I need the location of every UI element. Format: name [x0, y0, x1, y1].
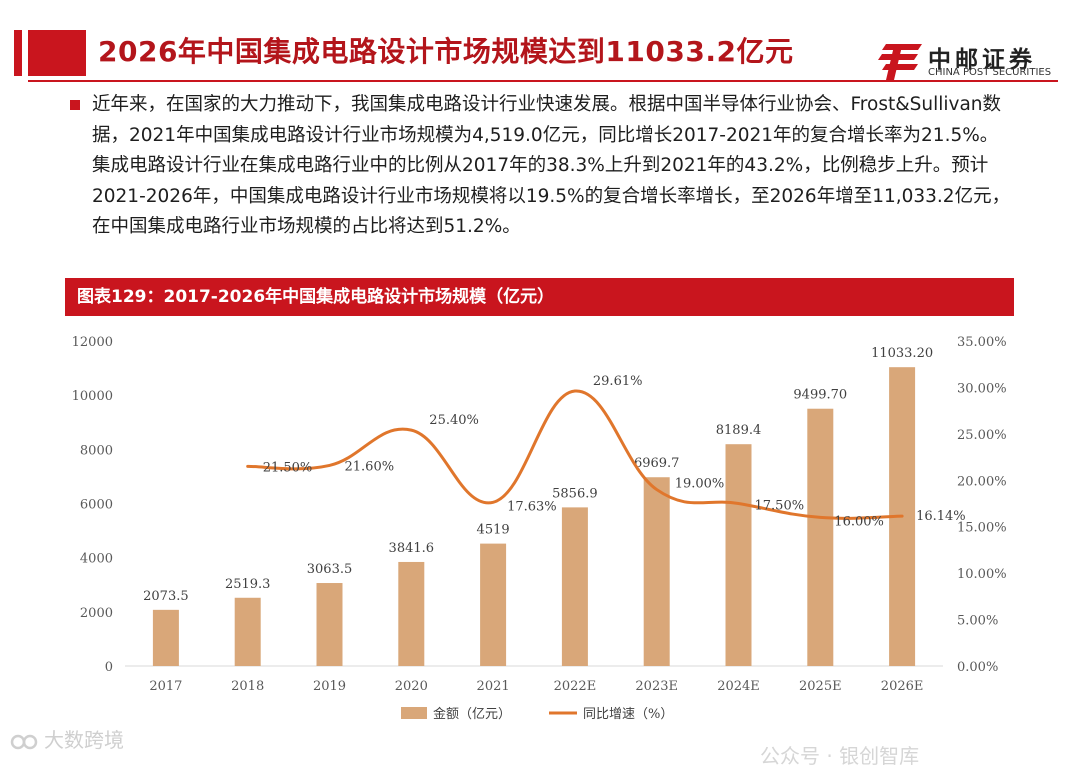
legend-bar-swatch: [401, 707, 427, 719]
bar-value-label: 6969.7: [634, 456, 680, 471]
y-left-tick-label: 8000: [80, 443, 113, 458]
logo-text-en: CHINA POST SECURITIES: [928, 67, 1052, 78]
bar-value-label: 4519: [477, 523, 510, 538]
x-tick-label: 2023E: [635, 679, 678, 694]
watermark-text: 大数跨境: [44, 728, 124, 752]
line-value-label: 17.50%: [755, 499, 805, 514]
bar-2025E: [807, 408, 834, 666]
bar-2022E: [561, 507, 588, 666]
bar-2023E: [643, 477, 670, 666]
line-value-label: 16.00%: [834, 514, 884, 529]
watermark-logo-icon: [10, 734, 38, 749]
bar-value-label: 2073.5: [143, 589, 189, 604]
line-value-label: 21.50%: [263, 460, 313, 475]
watermark: 大数跨境: [10, 724, 124, 753]
legend-bar-label: 金额（亿元）: [433, 706, 511, 722]
y-left-tick-label: 0: [105, 660, 113, 675]
bar-2019: [316, 583, 343, 666]
y-left-tick-label: 6000: [80, 498, 113, 513]
x-tick-label: 2020: [395, 679, 428, 694]
y-left-tick-label: 12000: [72, 335, 113, 350]
y-left-tick-label: 2000: [80, 606, 113, 621]
line-value-label: 17.63%: [507, 499, 557, 514]
growth-rate-line: [246, 389, 904, 520]
bar-value-label: 3841.6: [389, 541, 435, 556]
line-value-label: 16.14%: [916, 509, 966, 524]
bar-2017: [152, 609, 179, 666]
line-value-label: 29.61%: [593, 374, 643, 389]
x-tick-label: 2025E: [799, 679, 842, 694]
footer-watermark: 公众号 · 银创智库: [760, 744, 920, 768]
line-value-label: 21.60%: [345, 459, 395, 474]
china-post-logo-icon: [878, 44, 922, 80]
y-right-tick-label: 5.00%: [957, 614, 998, 629]
bar-2021: [480, 543, 507, 666]
x-tick-label: 2018: [231, 679, 264, 694]
bar-value-label: 8189.4: [716, 423, 762, 438]
y-right-tick-label: 10.00%: [957, 567, 1007, 582]
brand-logo: 中邮证券 CHINA POST SECURITIES: [878, 40, 1058, 84]
y-right-tick-label: 35.00%: [957, 335, 1007, 350]
y-left-tick-label: 4000: [80, 552, 113, 567]
title-accent-bar: [14, 30, 22, 76]
y-right-tick-label: 25.00%: [957, 428, 1007, 443]
bar-value-label: 11033.20: [871, 346, 933, 361]
x-tick-label: 2024E: [717, 679, 760, 694]
line-value-label: 19.00%: [675, 477, 725, 492]
bar-2020: [398, 561, 425, 666]
bar-2018: [234, 597, 261, 666]
bullet-square-icon: [70, 100, 80, 110]
line-value-label: 25.40%: [429, 413, 479, 428]
legend-line-label: 同比增速（%）: [583, 707, 673, 722]
y-right-tick-label: 20.00%: [957, 474, 1007, 489]
x-tick-label: 2026E: [881, 679, 924, 694]
y-right-tick-label: 0.00%: [957, 660, 998, 675]
chart-container: 0 2000 4000 6000 8000 10000 12000 0.00% 5.00% 10.…: [65, 318, 1014, 736]
x-tick-label: 2017: [149, 679, 182, 694]
bar-value-label: 2519.3: [225, 577, 271, 592]
title-accent-block: [28, 30, 86, 76]
market-size-chart: 0 2000 4000 6000 8000 10000 12000 0.00% 5.00% 10.…: [72, 335, 1007, 722]
body-paragraph: 近年来，在国家的大力推动下，我国集成电路设计行业快速发展。根据中国半导体行业协会…: [92, 94, 1011, 237]
title-divider: [28, 80, 1058, 82]
bar-value-label: 5856.9: [552, 486, 598, 501]
chart-header: 图表129：2017-2026年中国集成电路设计市场规模（亿元）: [65, 278, 1014, 316]
bar-value-label: 3063.5: [307, 562, 353, 577]
x-tick-label: 2021: [477, 679, 510, 694]
page-title: 2026年中国集成电路设计市场规模达到11033.2亿元: [98, 35, 794, 68]
y-right-tick-label: 30.00%: [957, 381, 1007, 396]
x-tick-label: 2022E: [554, 679, 597, 694]
y-right-tick-label: 15.00%: [957, 521, 1007, 536]
bar-2024E: [725, 444, 752, 666]
logo-text-cn: 中邮证券: [928, 47, 1036, 73]
x-tick-label: 2019: [313, 679, 346, 694]
y-left-tick-label: 10000: [72, 389, 113, 404]
bar-value-label: 9499.70: [793, 388, 847, 403]
